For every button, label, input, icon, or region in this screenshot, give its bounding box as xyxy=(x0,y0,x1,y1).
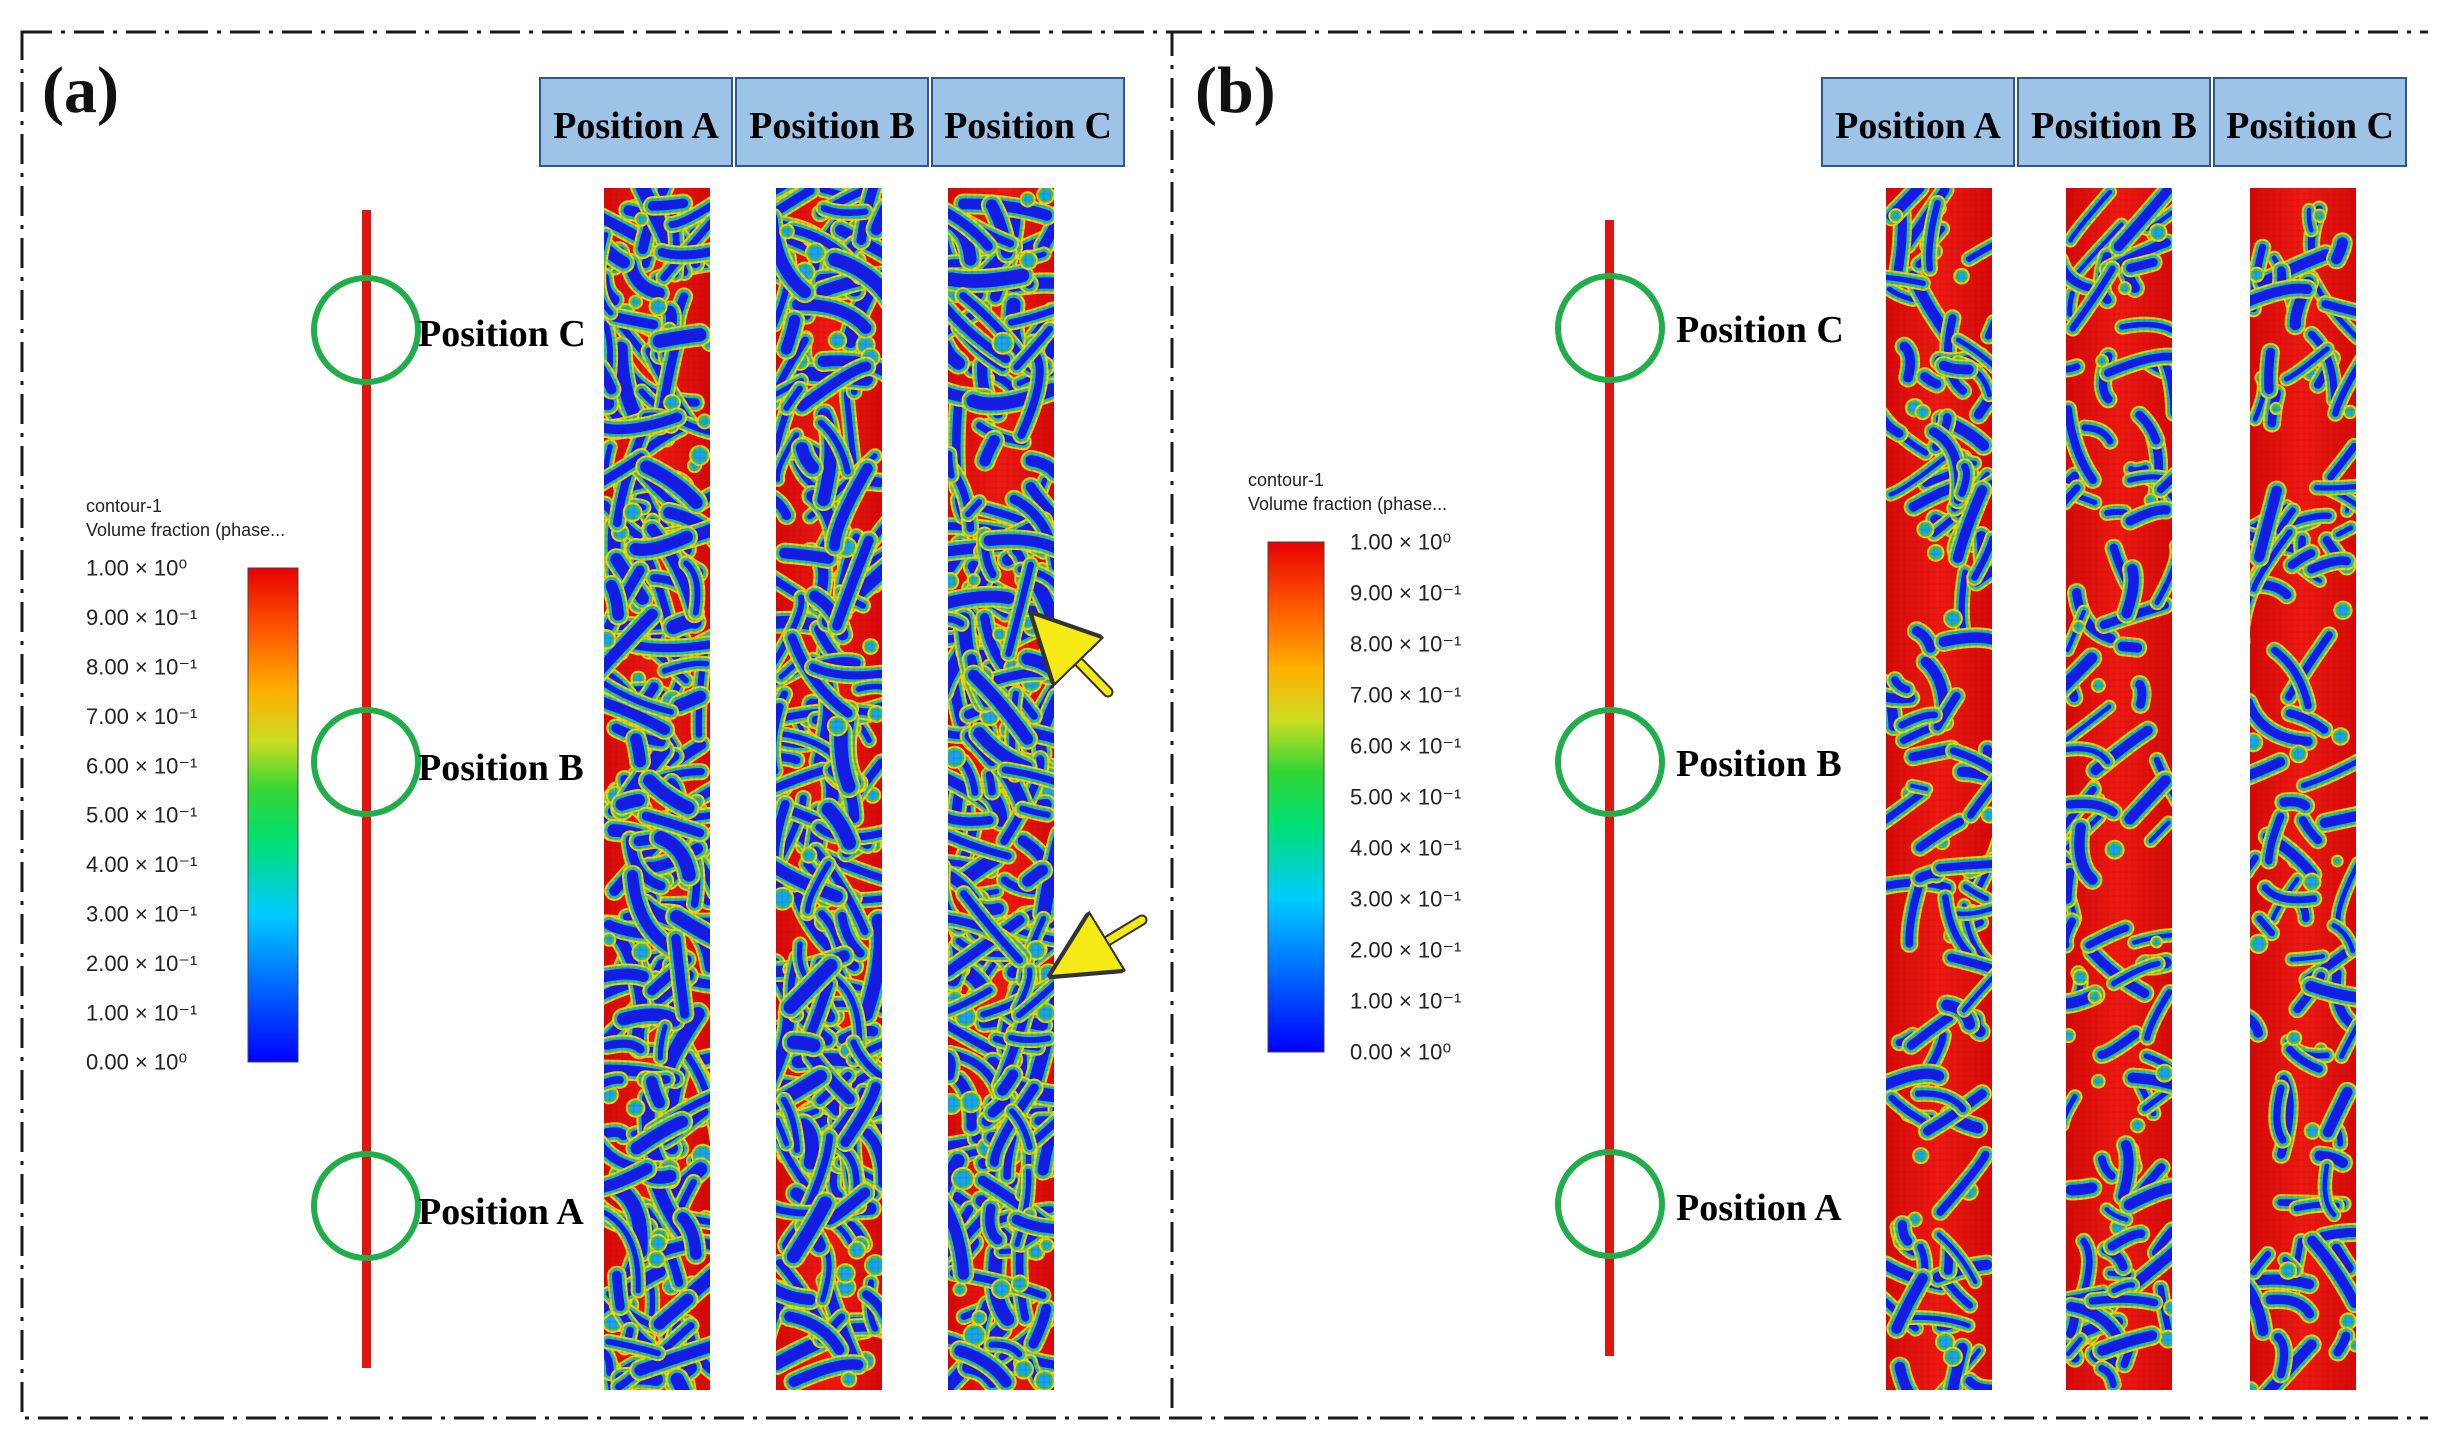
panel-a-legend: contour-1 Volume fraction (phase... 1.00… xyxy=(86,496,299,1075)
callout-position-a: Position A xyxy=(418,1191,584,1233)
column-header-position-c: Position C xyxy=(944,105,1112,147)
legend-tick-label: 3.00 × 10⁻¹ xyxy=(1350,887,1461,912)
header-box xyxy=(735,77,929,167)
legend-tick-label: 5.00 × 10⁻¹ xyxy=(86,803,197,828)
contour-strip xyxy=(2066,188,2172,1390)
contour-strip xyxy=(604,188,710,1390)
contour-strip xyxy=(2250,188,2356,1390)
position-c-circle xyxy=(1555,273,1665,383)
legend-tick-label: 1.00 × 10⁻¹ xyxy=(1350,989,1461,1014)
legend-tick-label: 4.00 × 10⁻¹ xyxy=(1350,836,1461,861)
legend-tick-label: 8.00 × 10⁻¹ xyxy=(1350,632,1461,657)
panel-a-label: (a) xyxy=(42,54,119,127)
legend-tick-label: 9.00 × 10⁻¹ xyxy=(1350,581,1461,606)
legend-tick-label: 2.00 × 10⁻¹ xyxy=(1350,938,1461,963)
legend-colorbar xyxy=(247,567,299,1063)
legend-tick-labels: 1.00 × 10⁰ 9.00 × 10⁻¹ 8.00 × 10⁻¹ 7.00 × 1… xyxy=(86,556,197,1075)
contour-strips xyxy=(604,188,2356,1390)
column-header-position-c: Position C xyxy=(2226,105,2394,147)
panel-b-legend: contour-1 Volume fraction (phase... 1.00… xyxy=(1248,470,1461,1065)
contour-strip xyxy=(776,188,882,1390)
header-box xyxy=(539,77,733,167)
legend-tick-label: 4.00 × 10⁻¹ xyxy=(86,852,197,877)
column-header-position-b: Position B xyxy=(749,105,915,147)
panel-b-label: (b) xyxy=(1195,54,1276,127)
header-box xyxy=(1821,77,2015,167)
callout-position-c: Position C xyxy=(418,313,586,355)
callout-position-c: Position C xyxy=(1676,309,1844,351)
legend-tick-label: 1.00 × 10⁰ xyxy=(86,556,187,581)
legend-tick-label: 5.00 × 10⁻¹ xyxy=(1350,785,1461,810)
legend-title: contour-1 xyxy=(1248,470,1324,490)
legend-subtitle: Volume fraction (phase... xyxy=(86,520,285,540)
panel-b-channel: Position C Position B Position A xyxy=(1555,220,1844,1356)
legend-tick-label: 9.00 × 10⁻¹ xyxy=(86,605,197,630)
annotation-arrows xyxy=(1036,618,1148,972)
legend-tick-label: 1.00 × 10⁻¹ xyxy=(86,1000,197,1025)
header-box xyxy=(2213,77,2407,167)
panel-a-frame xyxy=(20,30,1174,1420)
legend-tick-label: 1.00 × 10⁰ xyxy=(1350,530,1451,555)
callout-position-b: Position B xyxy=(1676,743,1842,785)
annotation-arrow-lower-fill xyxy=(1060,920,1146,970)
position-b-circle xyxy=(311,707,421,817)
panel-b-frame xyxy=(1172,30,2428,1420)
legend-tick-label: 0.00 × 10⁰ xyxy=(1350,1040,1451,1065)
legend-title: contour-1 xyxy=(86,496,162,516)
position-c-circle xyxy=(311,275,421,385)
position-b-circle xyxy=(1555,707,1665,817)
legend-tick-label: 3.00 × 10⁻¹ xyxy=(86,902,197,927)
legend-tick-labels: 1.00 × 10⁰ 9.00 × 10⁻¹ 8.00 × 10⁻¹ 7.00 × 1… xyxy=(1350,530,1461,1065)
header-box xyxy=(2017,77,2211,167)
column-header-position-a: Position A xyxy=(553,105,719,147)
callout-position-b: Position B xyxy=(418,747,584,789)
position-a-circle xyxy=(311,1151,421,1261)
legend-tick-label: 2.00 × 10⁻¹ xyxy=(86,951,197,976)
legend-tick-label: 0.00 × 10⁰ xyxy=(86,1050,187,1075)
legend-subtitle: Volume fraction (phase... xyxy=(1248,494,1447,514)
legend-tick-label: 6.00 × 10⁻¹ xyxy=(1350,734,1461,759)
column-header-position-b: Position B xyxy=(2031,105,2197,147)
legend-colorbar xyxy=(1267,541,1325,1053)
contour-strip xyxy=(948,188,1054,1390)
contour-strip xyxy=(1886,188,1992,1390)
legend-tick-label: 7.00 × 10⁻¹ xyxy=(86,704,197,729)
channel-tube xyxy=(362,210,371,1368)
panel-a-headers: Position A Position B Position C xyxy=(539,77,1125,167)
panel-b-headers: Position A Position B Position C xyxy=(1821,77,2407,167)
legend-tick-label: 6.00 × 10⁻¹ xyxy=(86,753,197,778)
header-box xyxy=(931,77,1125,167)
channel-tube xyxy=(1605,220,1614,1356)
legend-tick-label: 7.00 × 10⁻¹ xyxy=(1350,683,1461,708)
legend-tick-label: 8.00 × 10⁻¹ xyxy=(86,655,197,680)
position-a-circle xyxy=(1555,1149,1665,1259)
annotation-arrow-upper-fill xyxy=(1040,622,1112,696)
column-header-position-a: Position A xyxy=(1835,105,2001,147)
callout-position-a: Position A xyxy=(1676,1187,1842,1229)
panel-a-channel: Position C Position B Position A xyxy=(311,210,586,1368)
